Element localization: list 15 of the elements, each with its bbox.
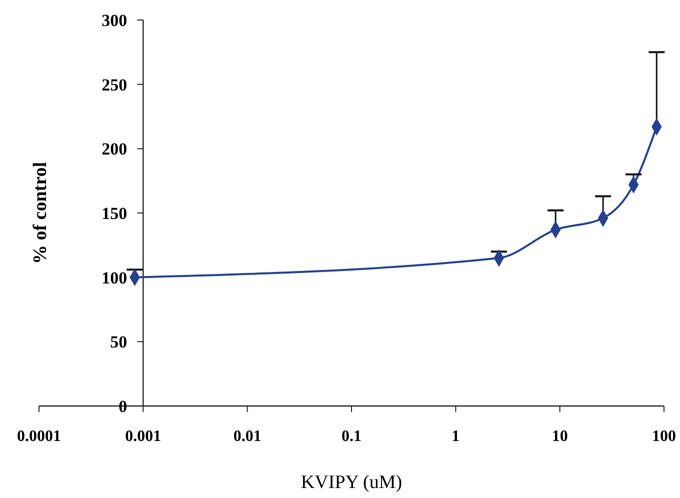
x-tick-label: 0.01 — [233, 428, 262, 445]
y-tick-label: 300 — [102, 10, 128, 30]
x-tick-label: 0.0001 — [17, 428, 61, 445]
y-tick-label: 100 — [102, 268, 128, 288]
y-tick-label: 250 — [102, 75, 128, 94]
x-tick-label: 0.1 — [342, 428, 362, 445]
x-tick-label: 10 — [552, 428, 568, 445]
x-axis-title: KVIPY (uM) — [300, 472, 402, 493]
x-tick-label: 100 — [652, 428, 676, 445]
y-tick-label: 200 — [102, 140, 128, 159]
x-tick-label: 0.001 — [125, 428, 162, 445]
y-tick-label: 150 — [102, 204, 128, 223]
x-tick-label: 1 — [452, 428, 460, 445]
y-axis-title: % of control — [30, 162, 51, 264]
y-tick-label: 50 — [110, 332, 128, 352]
